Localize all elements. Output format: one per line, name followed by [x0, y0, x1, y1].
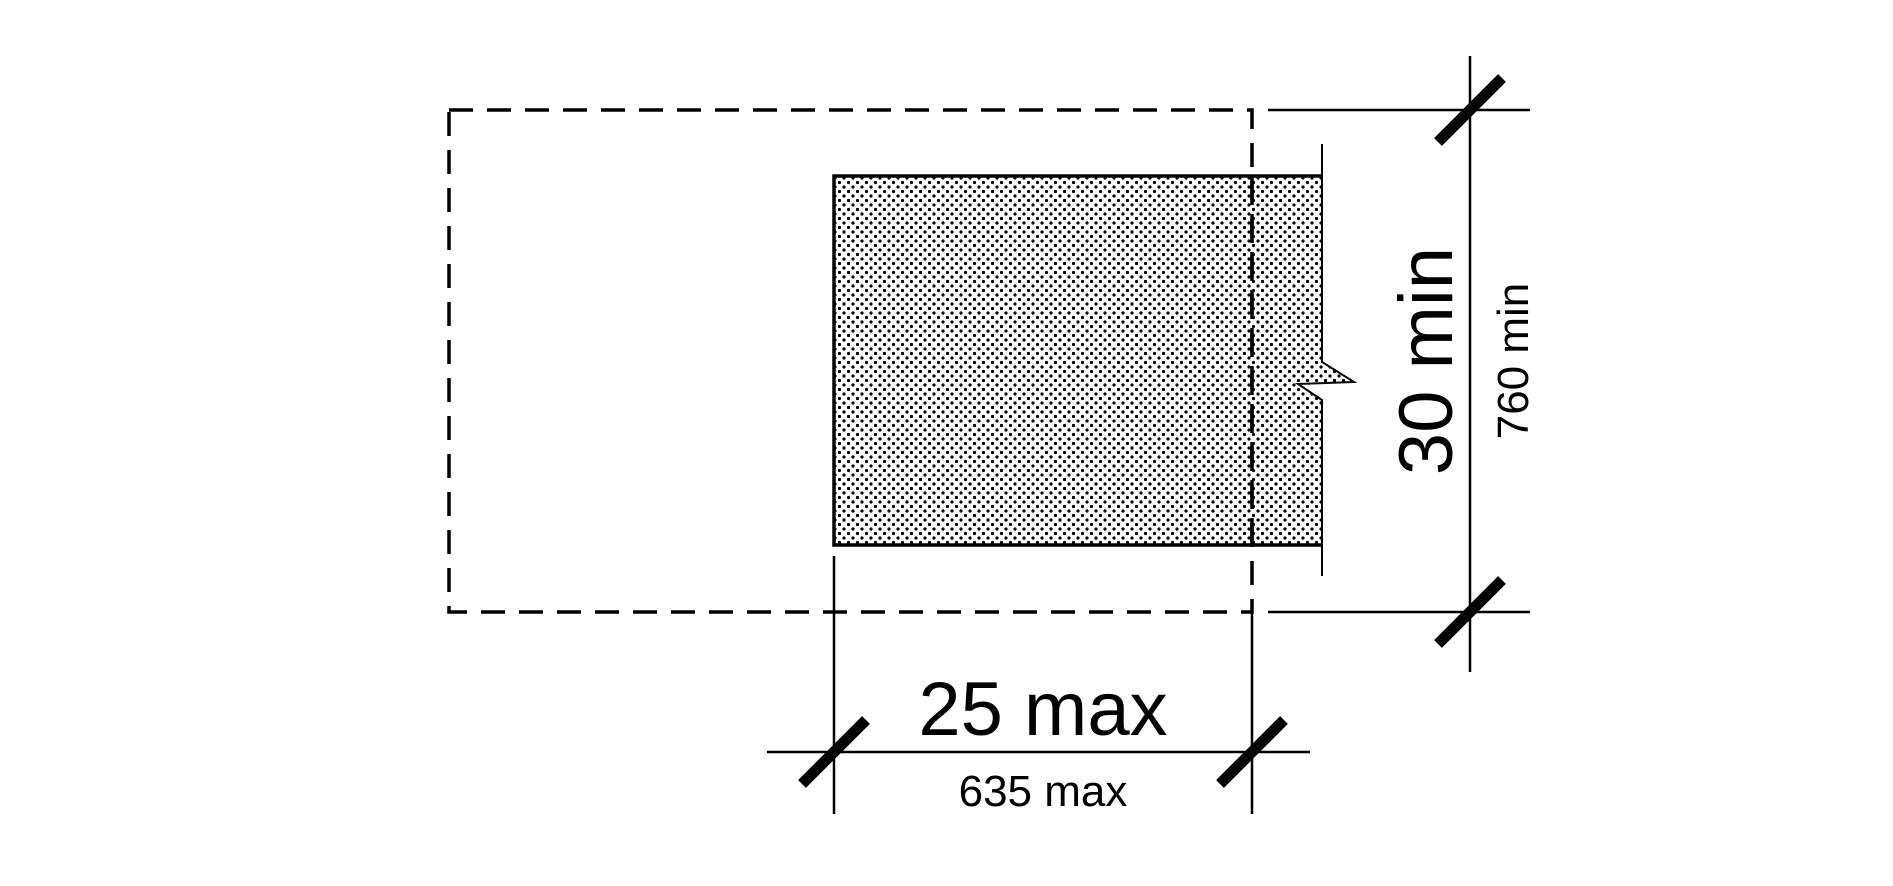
- width-tick-right: [1216, 716, 1288, 788]
- depth-metric-label: 760 min: [1489, 283, 1538, 440]
- clear-floor-space-outline: [447, 108, 1254, 614]
- depth-tick-top: [1434, 74, 1506, 146]
- depth-imperial-label: 30 min: [1384, 247, 1469, 475]
- obstruction-outline: [832, 174, 1322, 547]
- width-metric-label: 635 max: [959, 767, 1128, 816]
- obstruction-shaded-area: [834, 176, 1354, 545]
- width-tick-left: [798, 716, 870, 788]
- width-imperial-label: 25 max: [918, 667, 1167, 752]
- depth-tick-bottom: [1434, 576, 1506, 648]
- break-line: [1294, 144, 1358, 576]
